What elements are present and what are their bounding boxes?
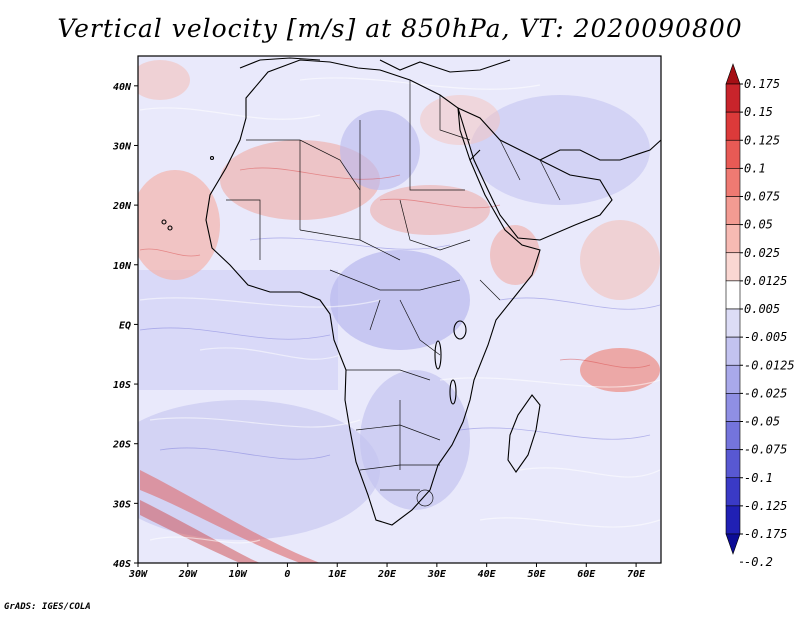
y-tick-label: 20N xyxy=(112,201,132,212)
y-tick-label: 10S xyxy=(113,380,131,391)
colorbar-label: 0.125 xyxy=(744,133,780,147)
x-tick-label: 30W xyxy=(128,569,148,580)
y-tick-label: 40S xyxy=(113,559,131,570)
colorbar-label: 0.05 xyxy=(744,218,773,232)
colorbar-swatch xyxy=(725,477,741,507)
x-tick-label: 0 xyxy=(284,569,290,580)
colorbar-swatch xyxy=(725,224,741,254)
colorbar-swatch xyxy=(725,364,741,394)
country-borders xyxy=(226,80,561,507)
colorbar-swatch xyxy=(725,336,741,366)
y-tick-label: 10N xyxy=(113,261,132,272)
x-tick-label: 30E xyxy=(427,569,447,580)
colorbar-swatch xyxy=(725,449,741,479)
colorbar-swatch xyxy=(725,196,741,225)
map-frame xyxy=(137,55,662,564)
colorbar-label: -0.0125 xyxy=(744,358,795,372)
colorbar-label: 0.005 xyxy=(744,302,780,316)
y-tick-label: 20S xyxy=(112,440,131,451)
colorbar-label: -0.075 xyxy=(744,443,787,457)
colorbar-swatch xyxy=(725,252,741,282)
colorbar-label: 0.0125 xyxy=(744,274,787,288)
colorbar-label: -0.1 xyxy=(744,471,773,485)
colorbar-label: -0.175 xyxy=(744,527,787,541)
grads-credit: GrADS: IGES/COLA xyxy=(4,602,91,612)
x-tick-label: 10E xyxy=(328,569,347,580)
x-tick-label: 10W xyxy=(229,569,248,580)
x-tick-label: 50E xyxy=(527,569,546,580)
colorbar-label: -0.125 xyxy=(744,499,787,513)
colorbar-label: 0.15 xyxy=(744,105,773,119)
colorbar-swatch xyxy=(725,111,741,141)
x-tick-label: 60E xyxy=(577,569,596,580)
y-axis: 40N 30N 20N 10N EQ 10S 20S 30S 40S xyxy=(112,82,138,570)
colorbar-swatch xyxy=(725,280,741,310)
colorbar-swatch xyxy=(725,83,741,113)
colorbar-swatch xyxy=(725,308,741,338)
y-tick-label: 30N xyxy=(112,141,132,152)
x-axis: 30W 20W 10W 0 10E 20E 30E 40E 50E 60E 70E xyxy=(128,563,646,580)
y-tick-label: 40N xyxy=(113,82,132,93)
colorbar-swatch xyxy=(725,168,741,197)
colorbar-label: 0.025 xyxy=(744,246,780,260)
chart-title: Vertical velocity [m/s] at 850hPa, VT: 2… xyxy=(57,14,743,43)
colorbar-label: 0.1 xyxy=(744,161,766,175)
x-tick-label: 40E xyxy=(478,569,497,580)
colorbar-label: -0.005 xyxy=(744,330,787,344)
colorbar: 0.175 0.15 0.125 0.1 0.075 0.05 0.025 0.0125 0.0… xyxy=(725,63,795,569)
x-tick-label: 20W xyxy=(178,569,198,580)
colorbar-bottom-arrow xyxy=(725,533,741,555)
colorbar-label: 0.175 xyxy=(744,77,780,91)
colorbar-label: -0.025 xyxy=(744,386,787,400)
y-tick-label: 30S xyxy=(112,499,131,510)
x-tick-label: 70E xyxy=(627,569,646,580)
colorbar-label: -0.2 xyxy=(744,555,773,569)
colorbar-label: -0.05 xyxy=(744,415,780,429)
colorbar-swatch xyxy=(725,421,741,450)
colorbar-swatch xyxy=(725,139,741,169)
x-tick-label: 20E xyxy=(377,569,397,580)
colorbar-swatch xyxy=(725,505,741,535)
colorbar-swatch xyxy=(725,393,741,422)
y-tick-label: EQ xyxy=(119,320,131,331)
colorbar-label: 0.075 xyxy=(744,190,780,204)
colorbar-top-arrow xyxy=(725,63,741,85)
